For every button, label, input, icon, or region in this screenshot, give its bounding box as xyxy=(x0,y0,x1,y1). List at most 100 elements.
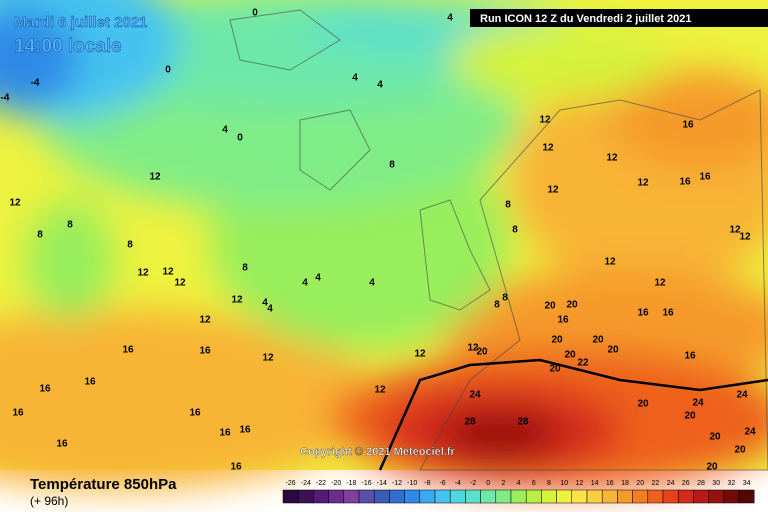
colorbar-swatch xyxy=(738,489,755,504)
colorbar-swatch xyxy=(586,489,603,504)
contour-label: 16 xyxy=(230,462,242,473)
date-label: Mardi 6 juillet 2021 xyxy=(14,14,147,31)
contour-label: 12 xyxy=(374,385,386,396)
colorbar-swatch xyxy=(343,489,360,504)
contour-label: 12 xyxy=(137,268,149,279)
contour-label: 24 xyxy=(744,427,756,438)
colorbar-tick: -10 xyxy=(407,480,417,487)
contour-label: 12 xyxy=(262,353,274,364)
contour-label: 20 xyxy=(564,350,576,361)
run-info: Run ICON 12 Z du Vendredi 2 juillet 2021 xyxy=(480,13,692,25)
contour-label: -4 xyxy=(1,93,10,104)
contour-label: 8 xyxy=(494,300,500,311)
contour-label: 16 xyxy=(637,308,649,319)
contour-label: 16 xyxy=(122,345,134,356)
contour-label: 12 xyxy=(231,295,243,306)
colorbar-tick: -6 xyxy=(439,480,445,487)
colorbar: -26 -24 -22 -20 -18 -16 -14 -12 -10 -8 -6 -4 -2 0 2 4 6 8… xyxy=(282,480,755,504)
contour-label: 20 xyxy=(684,411,696,422)
contour-label: 0 xyxy=(252,8,258,19)
contour-label: 8 xyxy=(502,293,508,304)
footer-lead: (+ 96h) xyxy=(30,494,68,508)
contour-label: 8 xyxy=(512,225,518,236)
contour-label: 4 xyxy=(352,73,358,84)
contour-label: 16 xyxy=(219,428,231,439)
colorbar-tick: 20 xyxy=(636,480,644,487)
contour-label: 8 xyxy=(505,200,511,211)
contour-label: 28 xyxy=(517,417,529,428)
colorbar-swatch xyxy=(328,489,345,504)
contour-label: 8 xyxy=(37,230,43,241)
colorbar-tick: 24 xyxy=(667,480,675,487)
contour-label: 4 xyxy=(222,125,228,136)
colorbar-swatch xyxy=(449,489,466,504)
colorbar-swatch xyxy=(632,489,649,504)
colorbar-swatch xyxy=(358,489,375,504)
copyright: Copyright © 2021 Meteociel.fr xyxy=(300,446,456,458)
contour-label: 16 xyxy=(12,408,24,419)
contour-label: -4 xyxy=(31,78,40,89)
contour-label: 20 xyxy=(549,364,561,375)
contour-label: 16 xyxy=(239,425,251,436)
contour-label: 16 xyxy=(679,177,691,188)
colorbar-tick: 10 xyxy=(560,480,568,487)
colorbar-tick: 26 xyxy=(682,480,690,487)
colorbar-swatch xyxy=(693,489,709,504)
colorbar-swatch xyxy=(571,489,588,504)
contour-label: 20 xyxy=(592,335,604,346)
contour-label: 24 xyxy=(469,390,481,401)
colorbar-tick: -20 xyxy=(331,480,341,487)
contour-label: 4 xyxy=(302,278,308,289)
colorbar-swatch xyxy=(723,489,740,504)
colorbar-tick: -4 xyxy=(455,480,461,487)
colorbar-tick: 4 xyxy=(517,480,521,487)
time-label: 14:00 locale xyxy=(14,36,122,57)
colorbar-swatch xyxy=(541,489,557,504)
colorbar-swatch xyxy=(373,489,390,504)
contour-label: 20 xyxy=(709,432,721,443)
colorbar-swatch xyxy=(465,489,481,504)
colorbar-tick: 30 xyxy=(712,480,720,487)
contour-label: 20 xyxy=(544,301,556,312)
contour-label: 12 xyxy=(149,172,161,183)
contour-label: 4 xyxy=(267,304,273,315)
contour-label: 28 xyxy=(464,417,476,428)
contour-label: 12 xyxy=(729,225,741,236)
colorbar-tick: 18 xyxy=(621,480,629,487)
colorbar-swatch xyxy=(480,489,497,504)
contour-label: 12 xyxy=(174,278,186,289)
contour-label: 20 xyxy=(607,345,619,356)
contour-label: 20 xyxy=(706,462,718,473)
contour-label: 4 xyxy=(315,273,321,284)
contour-label: 12 xyxy=(162,267,174,278)
colorbar-tick: 2 xyxy=(501,480,505,487)
contour-label: 16 xyxy=(39,384,51,395)
colorbar-swatch xyxy=(404,489,421,504)
colorbar-swatch xyxy=(495,489,512,504)
colorbar-tick: 16 xyxy=(606,480,614,487)
contour-label: 16 xyxy=(682,120,694,131)
colorbar-swatch xyxy=(617,489,633,504)
colorbar-tick: 14 xyxy=(591,480,599,487)
colorbar-swatch xyxy=(419,489,436,504)
contour-label: 8 xyxy=(67,220,73,231)
contour-label: 4 xyxy=(377,80,383,91)
colorbar-swatch xyxy=(525,489,542,504)
contour-label: 12 xyxy=(604,257,616,268)
colorbar-swatch xyxy=(601,489,618,504)
contour-label: 0 xyxy=(165,65,171,76)
contour-label: 4 xyxy=(262,298,268,309)
colorbar-tick: -8 xyxy=(424,480,430,487)
colorbar-swatch xyxy=(647,489,664,504)
contour-label: 8 xyxy=(127,240,133,251)
contour-label: 8 xyxy=(242,263,248,274)
contour-label: 24 xyxy=(736,390,748,401)
contour-label: 8 xyxy=(389,160,395,171)
colorbar-swatch xyxy=(662,489,679,504)
colorbar-swatch xyxy=(556,489,573,504)
contour-label: 12 xyxy=(637,178,649,189)
contour-label: 4 xyxy=(447,13,453,24)
contour-label: 16 xyxy=(84,377,96,388)
